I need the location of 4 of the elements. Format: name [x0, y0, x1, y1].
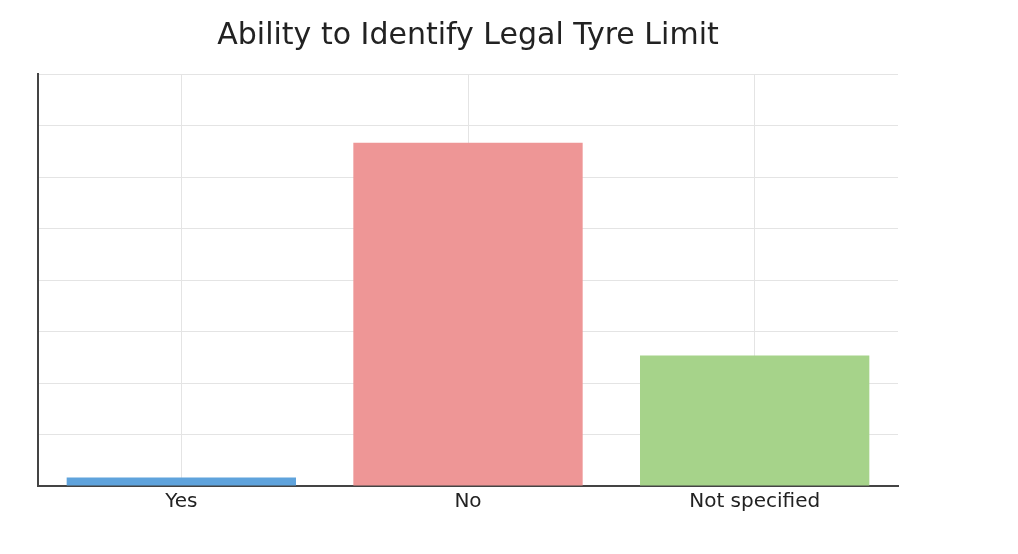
x-tick-label: No — [454, 488, 482, 513]
x-tick-label: Not specified — [689, 488, 821, 513]
x-tick-label: Yes — [164, 488, 198, 513]
chart-title: Ability to Identify Legal Tyre Limit — [217, 15, 719, 51]
